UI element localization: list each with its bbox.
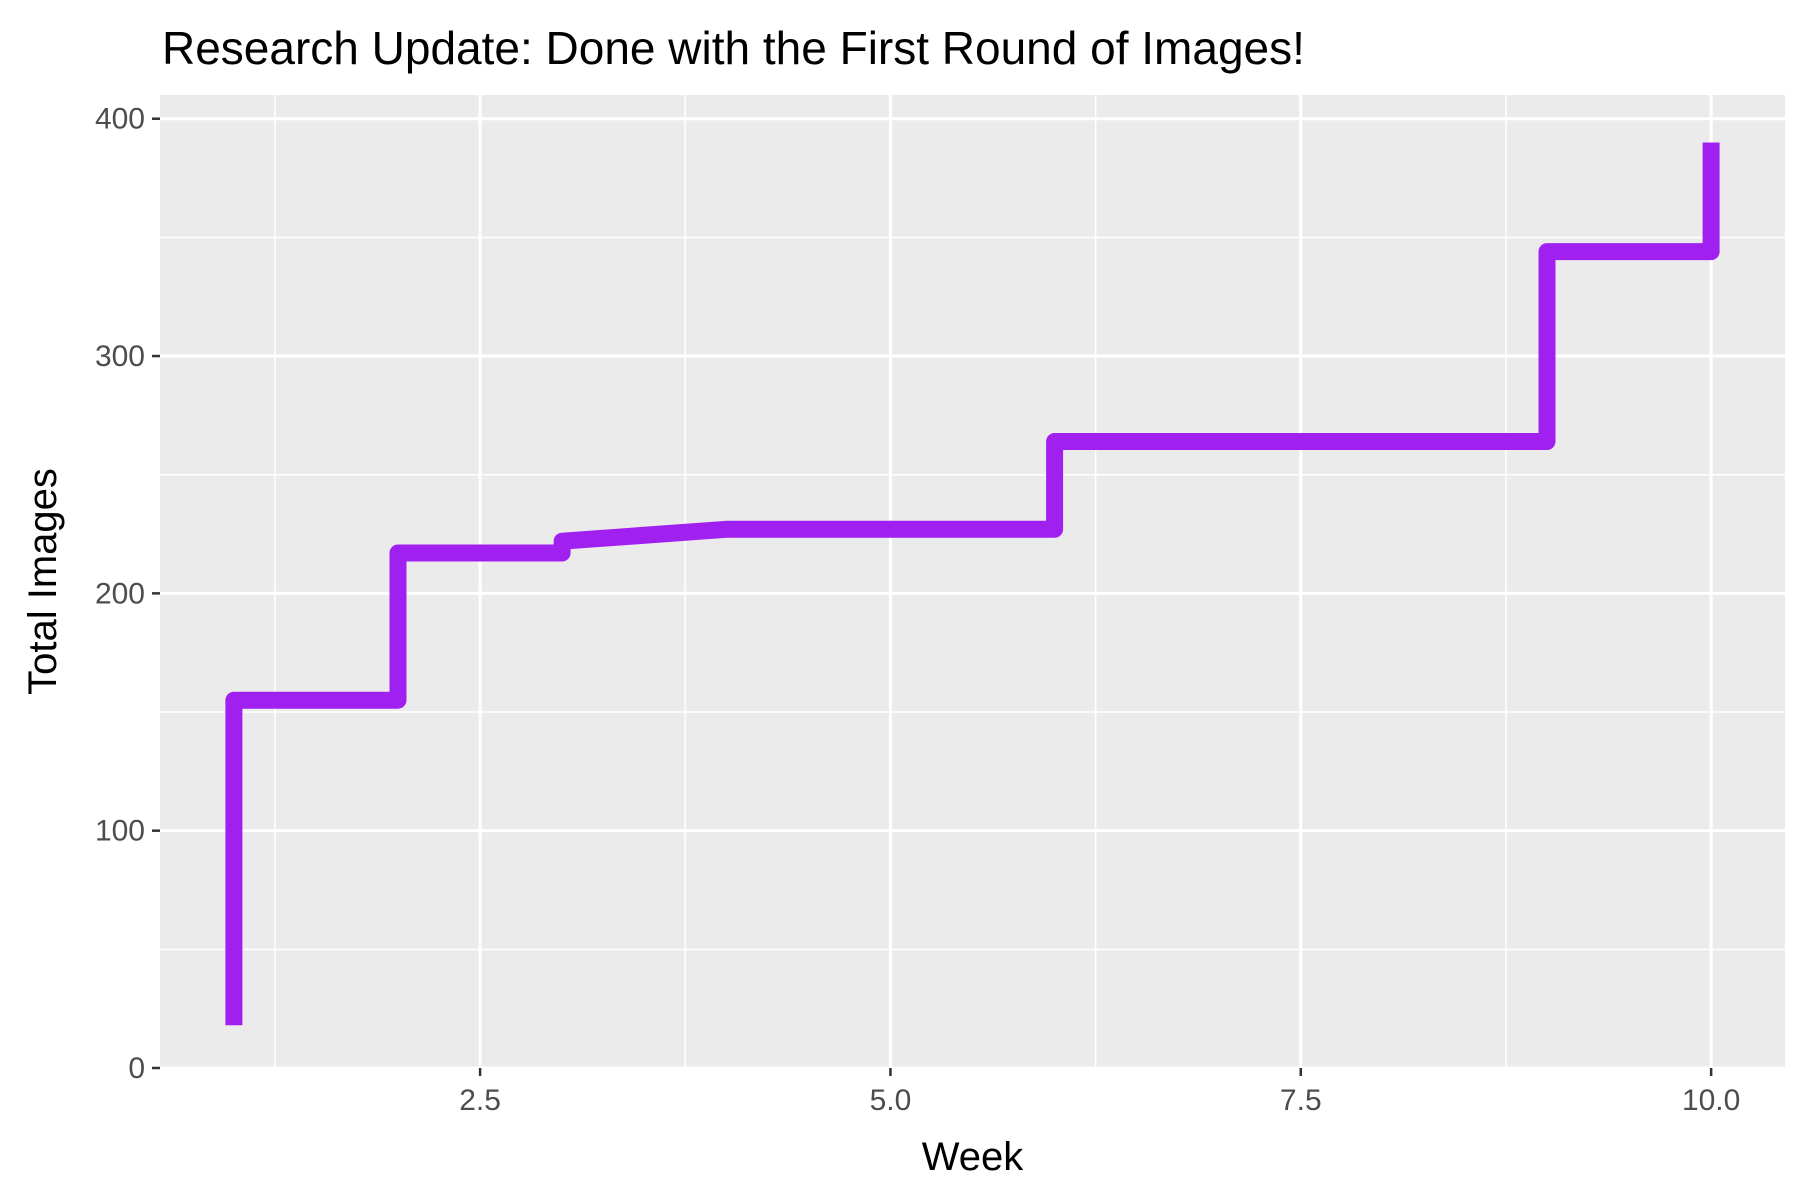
grid-major — [160, 95, 1785, 1070]
chart-title: Research Update: Done with the First Rou… — [162, 22, 1305, 74]
y-axis: 0 100 200 300 400 — [95, 103, 160, 1085]
grid-minor — [160, 95, 1785, 1068]
y-tick-label: 200 — [95, 577, 145, 610]
y-tick-label: 400 — [95, 103, 145, 136]
x-tick-label: 2.5 — [459, 1084, 501, 1117]
x-tick-label: 10.0 — [1682, 1084, 1740, 1117]
x-tick-label: 7.5 — [1280, 1084, 1322, 1117]
y-tick-label: 100 — [95, 815, 145, 848]
x-tick-label: 5.0 — [870, 1084, 912, 1117]
y-axis-title: Total Images — [21, 468, 65, 695]
x-axis: 2.5 5.0 7.5 10.0 — [459, 1068, 1740, 1117]
plot-panel — [160, 95, 1785, 1068]
series-line — [225, 142, 1720, 1026]
y-tick-label: 0 — [128, 1052, 145, 1085]
y-tick-label: 300 — [95, 340, 145, 373]
series-layer — [225, 142, 1720, 1026]
x-axis-title: Week — [922, 1135, 1025, 1179]
